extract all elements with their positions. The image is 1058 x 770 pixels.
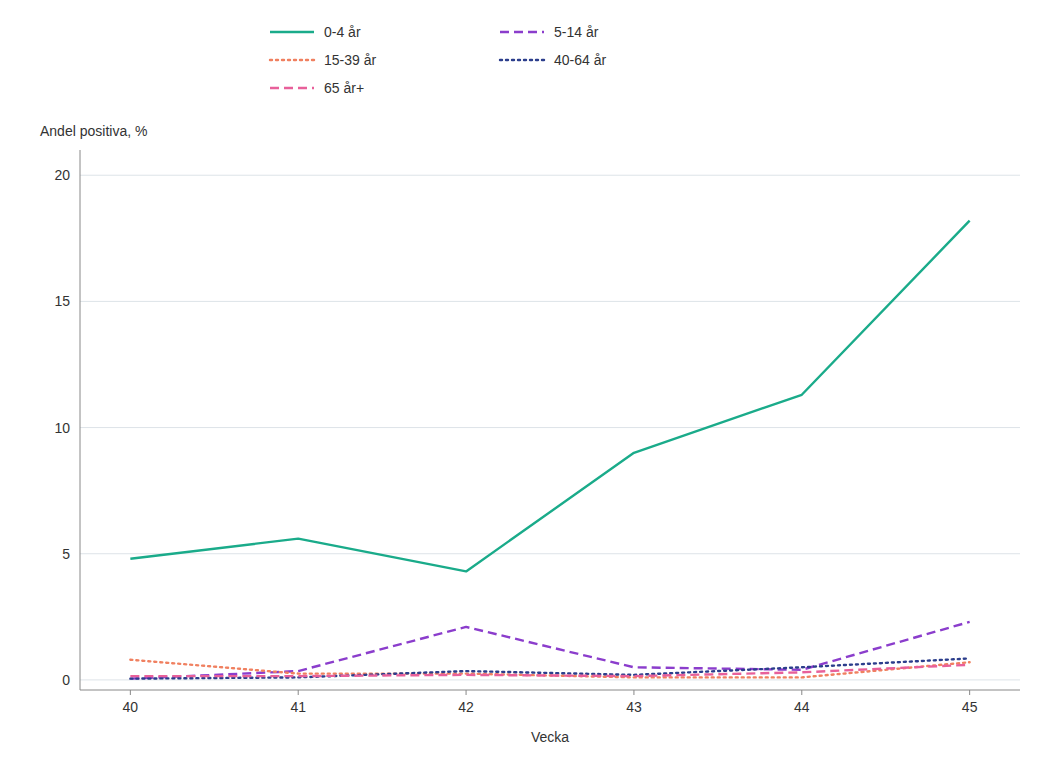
series-line: [130, 622, 969, 679]
x-tick: [633, 690, 634, 695]
x-tick: [801, 690, 802, 695]
x-tick: [466, 690, 467, 695]
series-group: [130, 221, 969, 679]
series-line: [130, 660, 969, 678]
legend-label: 15-39 år: [324, 52, 376, 68]
legend-swatch: [270, 59, 314, 61]
y-axis-line: [80, 150, 81, 690]
y-tick-label: 0: [62, 672, 70, 688]
grid-line: [80, 175, 1020, 176]
legend-label: 5-14 år: [554, 24, 599, 40]
x-tick-label: 45: [962, 699, 978, 715]
grid: [80, 175, 1020, 680]
x-tick-label: 42: [458, 699, 474, 715]
x-tick: [298, 690, 299, 695]
series-line: [130, 221, 969, 572]
x-tick-label: 44: [794, 699, 810, 715]
y-tick-label: 15: [54, 293, 70, 309]
y-axis-label: Andel positiva, %: [40, 123, 147, 139]
series-line: [130, 658, 969, 678]
legend-swatch: [500, 31, 544, 33]
legend-swatch: [270, 87, 314, 89]
legend-label: 65 år+: [324, 80, 364, 96]
x-tick: [130, 690, 131, 695]
legend-swatch: [270, 31, 314, 33]
y-tick-label: 10: [54, 420, 70, 436]
x-tick-label: 41: [290, 699, 306, 715]
grid-line: [80, 427, 1020, 428]
series-line: [130, 665, 969, 676]
x-axis-label: Vecka: [531, 729, 569, 745]
legend: 0-4 år 5-14 år 15-39 år 40-64 år 65 år+: [270, 24, 606, 96]
chart: 0 5 10 15 20 40 41 42 43 44 45 Vecka Andel positiva,…: [0, 0, 1058, 770]
grid-line: [80, 679, 1020, 680]
x-tick: [969, 690, 970, 695]
grid-line: [80, 553, 1020, 554]
y-tick-label: 5: [62, 546, 70, 562]
legend-label: 0-4 år: [324, 24, 361, 40]
legend-label: 40-64 år: [554, 52, 606, 68]
grid-line: [80, 301, 1020, 302]
x-tick-label: 43: [626, 699, 642, 715]
y-tick-label: 20: [54, 167, 70, 183]
legend-swatch: [500, 59, 544, 61]
x-axis-line: [80, 690, 1020, 691]
x-tick-label: 40: [123, 699, 139, 715]
